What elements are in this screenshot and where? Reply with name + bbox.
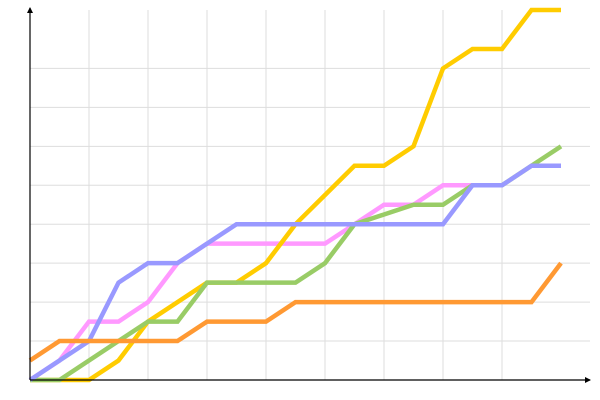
series-group (28, 7, 563, 383)
grid (30, 10, 590, 380)
series-line-5 (28, 261, 563, 363)
axes (27, 7, 591, 383)
y-axis-arrow (27, 7, 33, 13)
x-axis-arrow (585, 377, 591, 383)
series-line-2 (30, 7, 561, 383)
series-line-4 (28, 163, 561, 382)
series-line-1 (28, 183, 473, 382)
